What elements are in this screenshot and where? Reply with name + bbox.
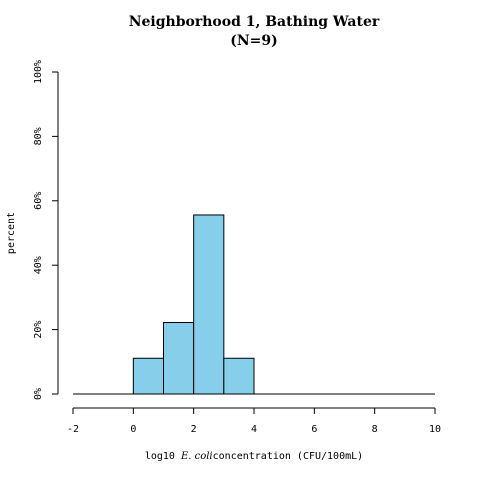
y-tick-label-5: 100% xyxy=(33,60,44,84)
chart-title: Neighborhood 1, Bathing Water xyxy=(129,14,380,30)
x-axis-label: log10 E. coliconcentration (CFU/100mL) xyxy=(145,451,363,462)
y-tick-label-0: 0% xyxy=(33,388,44,400)
x-axis-label-suffix: concentration (CFU/100mL) xyxy=(213,451,364,462)
x-axis-label-prefix: log10 xyxy=(145,451,181,462)
x-tick-label-5: 8 xyxy=(372,424,378,435)
histogram-bar-1 xyxy=(163,322,195,395)
bars-group xyxy=(132,214,255,395)
x-axis: -2 0 2 4 6 8 10 xyxy=(67,407,441,435)
y-tick-label-1: 20% xyxy=(33,321,44,339)
y-axis-label: percent xyxy=(6,212,17,254)
y-tick-label-4: 80% xyxy=(33,127,44,145)
histogram-bar-0 xyxy=(132,357,164,395)
chart-subtitle: (N=9) xyxy=(230,33,278,49)
x-axis-label-italic: E. coli xyxy=(180,451,213,462)
y-tick-label-2: 40% xyxy=(33,256,44,274)
x-tick-label-4: 6 xyxy=(311,424,317,435)
histogram-bar-2 xyxy=(193,214,225,395)
x-tick-label-1: 0 xyxy=(130,424,136,435)
histogram-bar-3 xyxy=(223,357,255,395)
y-tick-label-3: 60% xyxy=(33,192,44,210)
x-tick-label-0: -2 xyxy=(67,424,79,435)
x-tick-label-3: 4 xyxy=(251,424,257,435)
x-tick-label-2: 2 xyxy=(191,424,197,435)
x-tick-label-6: 10 xyxy=(429,424,441,435)
y-axis: 0% 20% 40% 60% 80% 100% xyxy=(33,60,59,400)
